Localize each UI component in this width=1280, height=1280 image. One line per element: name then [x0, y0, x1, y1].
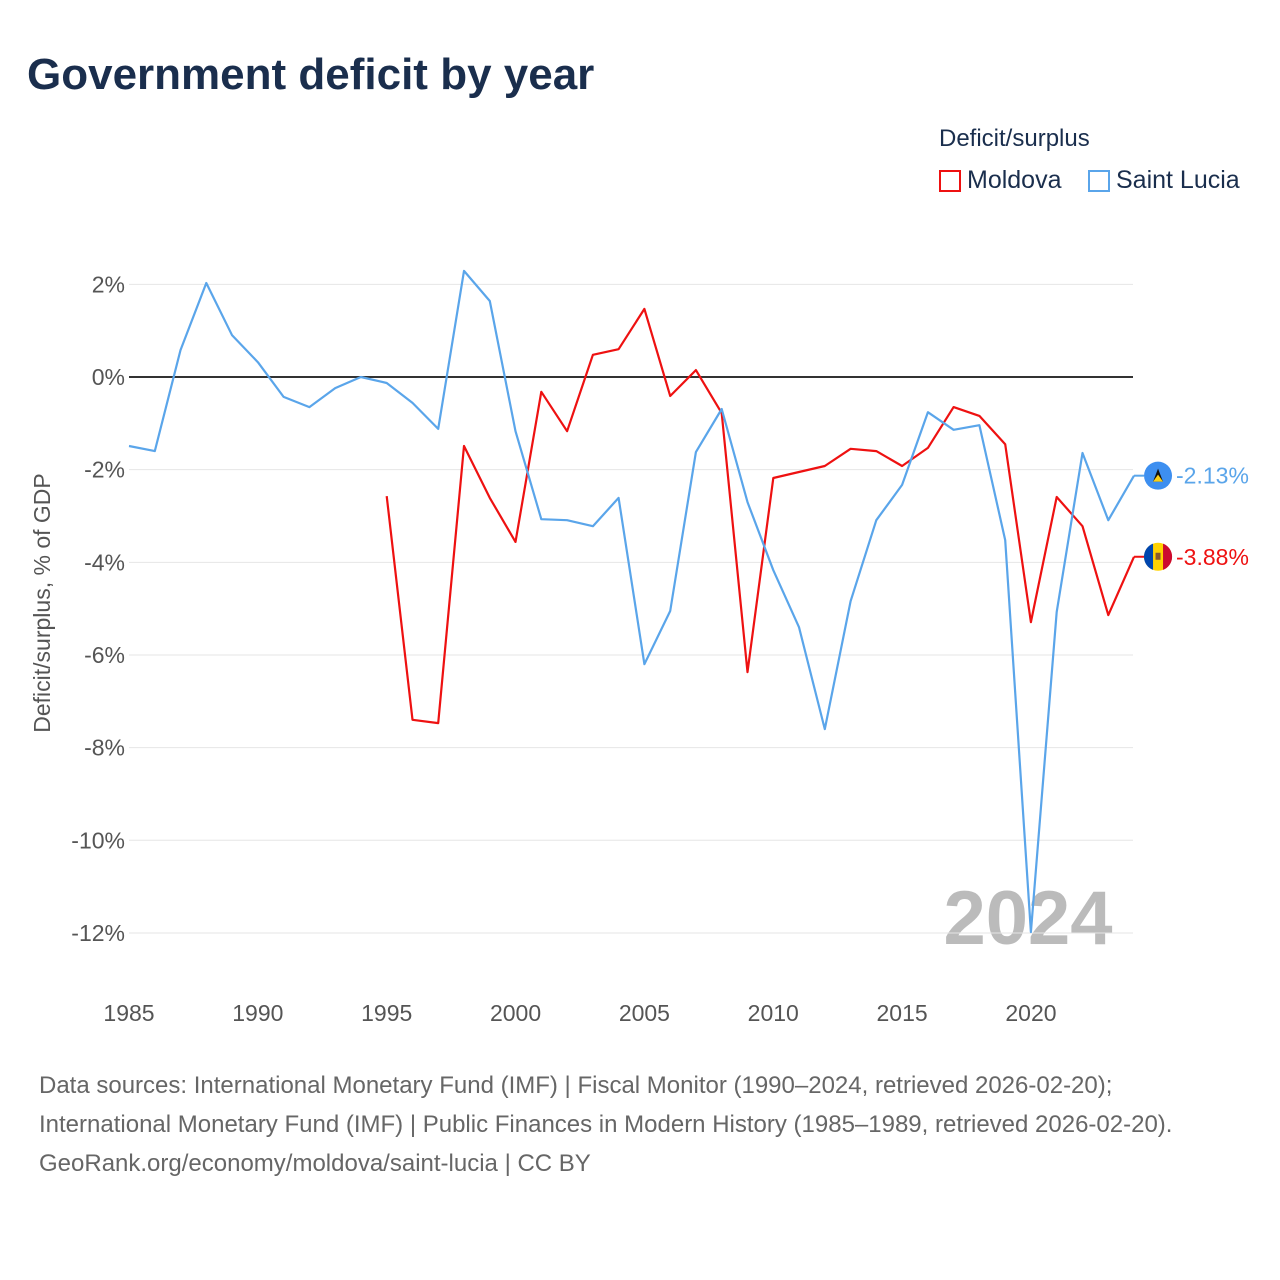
end-value-label: -3.88% — [1176, 544, 1249, 570]
y-tick-label: 2% — [92, 271, 125, 297]
legend-title: Deficit/surplus — [939, 125, 1090, 152]
end-value-label: -2.13% — [1176, 463, 1249, 489]
saint-lucia-flag-icon — [1153, 474, 1164, 482]
x-tick-label: 1990 — [232, 1000, 283, 1026]
series-line-moldova — [385, 307, 1136, 725]
legend-label: Moldova — [967, 166, 1062, 194]
legend-item-moldova[interactable]: Moldova — [939, 166, 1062, 195]
moldova-flag-icon — [1143, 543, 1154, 570]
x-tick-label: 1995 — [361, 1000, 412, 1026]
chart-title: Government deficit by year — [27, 50, 595, 99]
y-tick-label: -10% — [71, 827, 125, 853]
y-tick-label: -6% — [84, 642, 125, 668]
y-axis-label: Deficit/surplus, % of GDP — [29, 473, 55, 732]
x-tick-label: 2015 — [877, 1000, 928, 1026]
x-tick-label: 2000 — [490, 1000, 541, 1026]
y-tick-label: -2% — [84, 457, 125, 483]
footer: Data sources: International Monetary Fun… — [39, 1066, 1239, 1183]
legend-swatch-moldova — [939, 169, 961, 192]
attribution[interactable]: GeoRank.org/economy/moldova/saint-lucia … — [39, 1150, 591, 1177]
y-tick-label: -12% — [71, 920, 125, 946]
x-tick-label: 2005 — [619, 1000, 670, 1026]
series-line-saint-lucia — [128, 269, 1135, 934]
moldova-flag-icon — [1163, 543, 1173, 570]
y-tick-label: 0% — [92, 364, 125, 390]
x-tick-label: 1985 — [103, 1000, 154, 1026]
legend-label: Saint Lucia — [1116, 166, 1240, 194]
moldova-flag-icon — [1155, 552, 1161, 560]
legend-item-saint-lucia[interactable]: Saint Lucia — [1088, 166, 1240, 195]
data-sources: Data sources: International Monetary Fun… — [39, 1072, 1173, 1138]
x-tick-label: 2010 — [748, 1000, 799, 1026]
legend-swatch-saint-lucia — [1088, 169, 1110, 192]
x-tick-label: 2020 — [1005, 1000, 1056, 1026]
y-tick-label: -8% — [84, 735, 125, 761]
y-tick-label: -4% — [84, 549, 125, 575]
